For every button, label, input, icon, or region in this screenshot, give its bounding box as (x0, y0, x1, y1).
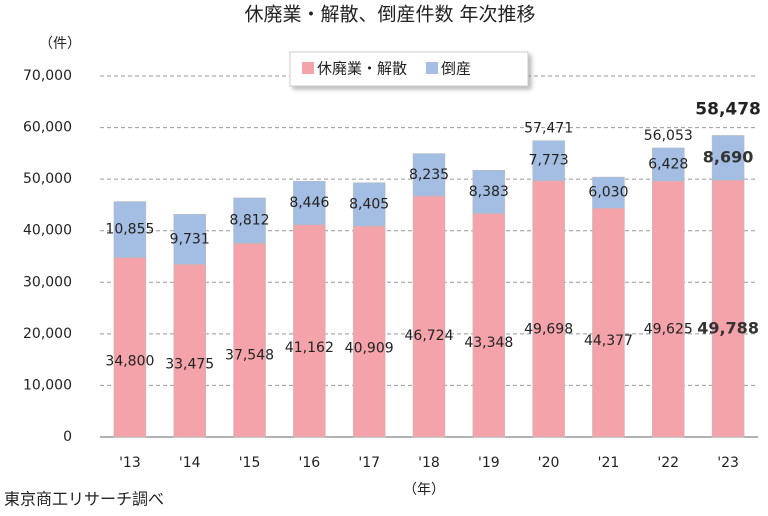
value-label: 9,731 (170, 231, 210, 247)
value-label: 49,698 (524, 321, 573, 337)
value-label: 7,773 (529, 153, 569, 169)
bar-segment (113, 201, 147, 258)
bar-segment (173, 213, 206, 265)
value-label: 8,405 (349, 196, 389, 212)
y-tick-label: 10,000 (23, 377, 72, 393)
x-axis-label: （年） (403, 482, 445, 498)
legend-label: 倒産 (441, 60, 471, 78)
bar-segment (293, 224, 326, 438)
legend: 休廃業・解散 倒産 (289, 51, 529, 87)
bar-segment (711, 135, 745, 181)
value-label: 49,625 (644, 322, 693, 338)
bar-segment (711, 179, 745, 438)
bar-segment (412, 195, 446, 438)
value-label: 41,162 (285, 340, 334, 356)
y-tick-label: 70,000 (23, 68, 72, 84)
y-tick-label: 50,000 (23, 171, 72, 187)
bar-segment (412, 153, 446, 197)
total-label: 58,478 (695, 99, 761, 119)
y-tick-label: 40,000 (23, 223, 72, 239)
source: 東京商工リサーチ調べ (4, 490, 164, 509)
bar-segment (472, 169, 506, 214)
legend-swatch (426, 62, 439, 74)
bar-segment (652, 147, 685, 182)
value-label: 43,348 (464, 335, 513, 351)
bar-segment (233, 197, 266, 244)
total-label: 56,053 (644, 128, 693, 144)
value-label: 49,788 (697, 319, 759, 338)
x-tick-label: '22 (657, 455, 679, 471)
bar-segment (293, 180, 326, 225)
value-label: 46,724 (405, 328, 454, 344)
legend-swatch (302, 62, 314, 74)
value-label: 34,800 (105, 354, 154, 370)
value-label: 8,690 (703, 147, 754, 166)
value-label: 6,428 (648, 157, 688, 173)
x-tick-label: '20 (538, 455, 560, 471)
bar-segment (532, 180, 565, 438)
x-tick-label: '18 (418, 455, 440, 471)
value-label: 8,235 (409, 167, 449, 183)
bar-segment (352, 225, 386, 438)
legend-box (289, 51, 529, 87)
bar-segment (173, 264, 206, 438)
bar-segment (113, 257, 147, 438)
y-tick-label: 30,000 (23, 274, 72, 290)
value-label: 6,030 (588, 185, 628, 201)
chart-title: 休廃業・解散、倒産件数 年次推移 (244, 4, 535, 26)
value-label: 33,475 (165, 356, 214, 372)
bar-segment (592, 176, 625, 209)
value-label: 8,812 (229, 213, 269, 229)
value-label: 10,855 (105, 222, 154, 238)
bar-segment (352, 182, 386, 227)
x-tick-label: '13 (119, 455, 141, 471)
y-axis-label: （件） (39, 36, 81, 52)
x-tick-label: '21 (598, 455, 620, 471)
x-tick-label: '19 (478, 455, 500, 471)
value-label: 40,909 (345, 340, 394, 356)
x-tick-label: '23 (717, 455, 739, 471)
value-label: 44,377 (584, 333, 633, 349)
legend-label: 休廃業・解散 (317, 60, 407, 78)
x-tick-label: '15 (239, 455, 261, 471)
x-tick-label: '17 (358, 455, 380, 471)
bar-segment (472, 213, 506, 438)
value-label: 37,548 (225, 348, 274, 364)
value-label: 8,446 (289, 195, 329, 211)
x-tick-label: '16 (299, 455, 321, 471)
bar-segment (532, 140, 565, 181)
value-label: 8,383 (469, 184, 509, 200)
bar-segment (233, 243, 266, 438)
y-tick-label: 0 (63, 429, 72, 445)
bar-segment (592, 207, 625, 438)
y-tick-label: 20,000 (23, 326, 72, 342)
total-label: 57,471 (524, 121, 573, 137)
x-tick-label: '14 (179, 455, 201, 471)
y-tick-label: 60,000 (23, 120, 72, 136)
bar-segment (652, 180, 685, 438)
